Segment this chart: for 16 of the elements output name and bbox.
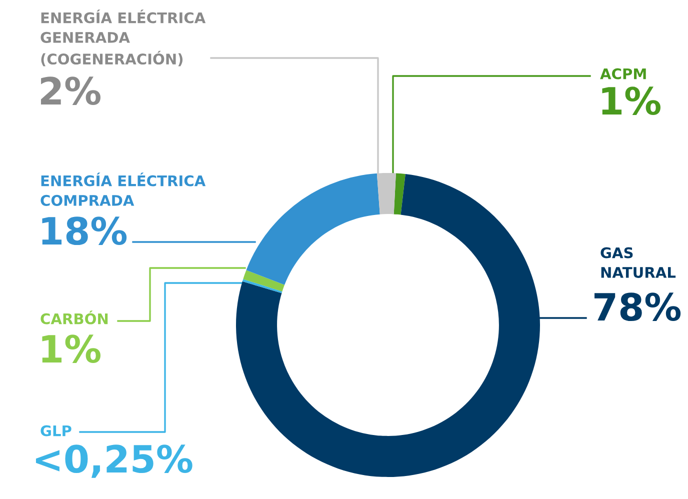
donut-slice — [243, 270, 285, 292]
data-label: <0,25% — [36, 444, 192, 478]
donut-slice — [394, 173, 406, 215]
slice-label: ENERGÍA ELÉCTRICA GENERADA (COGENERACIÓN) — [40, 10, 206, 66]
donut-slice — [242, 279, 282, 294]
data-label: 1% — [42, 334, 100, 364]
data-label: 78% — [594, 292, 681, 322]
slice-label: ACPM — [600, 68, 646, 80]
slice-label: GAS NATURAL — [600, 247, 676, 278]
slice-label: CARBÓN — [40, 310, 108, 324]
data-label: 18% — [42, 216, 127, 246]
data-label: 1% — [602, 86, 660, 116]
donut-slice — [246, 173, 380, 285]
data-label: 2% — [40, 76, 100, 106]
slice-label: GLP — [40, 425, 72, 436]
slice-label: ENERGÍA ELÉCTRICA COMPRADA — [40, 172, 206, 206]
